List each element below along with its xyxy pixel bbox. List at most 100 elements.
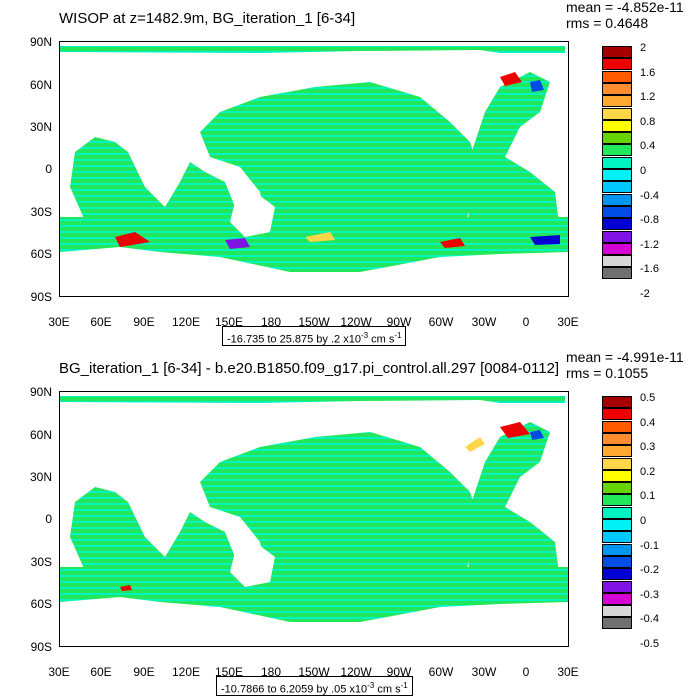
lon-label: 120W [340, 665, 372, 679]
colorbar-swatch [602, 568, 632, 581]
lon-label: 180 [260, 315, 282, 329]
lat-label: 90N [29, 35, 52, 49]
anomaly-hotspot [465, 437, 485, 452]
panel-title: WISOP at z=1482.9m, BG_iteration_1 [6-34… [59, 10, 356, 27]
contour-range-note: -16.735 to 25.875 by .2 x10-3 cm s-1 [222, 326, 407, 346]
lon-label: 30W [471, 315, 497, 329]
colorbar-swatch [602, 230, 632, 243]
lat-label: 60S [30, 247, 52, 261]
lat-label: 60S [30, 597, 52, 611]
australia-landmass [230, 192, 275, 237]
lat-label: 90N [29, 385, 52, 399]
colorbar-swatch [602, 617, 632, 630]
range-unit-exponent: -1 [400, 681, 408, 690]
colorbar-label: 0.4 [640, 140, 656, 153]
anomaly-hotspot [530, 235, 560, 245]
lon-label: 30E [557, 315, 579, 329]
rms-value: rms = 0.4648 [566, 15, 649, 31]
colorbar-label: -0.4 [640, 189, 659, 202]
range-text: -16.735 to 25.875 by .2 x10 [227, 333, 361, 346]
rms-value: rms = 0.1055 [566, 365, 649, 381]
colorbar-swatch [602, 255, 632, 268]
atlantic-ocean [465, 422, 560, 582]
lat-label: 90S [30, 290, 52, 304]
colorbar-swatch [602, 181, 632, 194]
colorbar-swatch [602, 46, 632, 58]
lon-label: 0 [522, 665, 530, 679]
ocean-field-svg [60, 396, 568, 622]
lon-label: 120E [171, 315, 201, 329]
colorbar-swatch [602, 205, 632, 218]
colorbar-label: -2 [640, 288, 650, 300]
colorbar-swatch [602, 494, 632, 507]
colorbar-swatch [602, 420, 632, 433]
range-exponent: -3 [367, 681, 375, 690]
anomaly-hotspot [500, 422, 530, 438]
colorbar-label: 0.8 [640, 115, 656, 128]
lon-label: 60W [428, 665, 454, 679]
colorbar-label: -1.2 [640, 238, 659, 251]
lat-label: 30N [29, 470, 52, 484]
colorbar-swatch [602, 408, 632, 421]
range-text: -10.7866 to 6.2059 by .05 x10 [221, 683, 368, 696]
colorbar-label: 0.3 [640, 441, 656, 454]
colorbar-label: -0.1 [640, 539, 659, 552]
colorbar-swatch [602, 543, 632, 556]
colorbar-swatch [602, 396, 632, 408]
colorbar-swatch [602, 469, 632, 482]
lat-label: 60N [29, 78, 52, 92]
pacific-ocean [200, 82, 480, 232]
lon-label: 150W [298, 665, 330, 679]
lon-label: 90E [133, 315, 155, 329]
range-unit-exponent: -1 [394, 331, 402, 340]
lon-label: 60W [428, 315, 454, 329]
colorbar-swatch [602, 193, 632, 206]
colorbar-swatch [602, 132, 632, 145]
colorbar-label: -0.5 [640, 638, 659, 650]
colorbar-label: 2 [640, 42, 647, 54]
lon-label: 120E [171, 665, 201, 679]
lat-label: 90S [30, 640, 52, 654]
anomaly-hotspot [115, 232, 150, 247]
colorbar-swatch [602, 119, 632, 132]
lon-label: 30W [471, 665, 497, 679]
map-panel-top: WISOP at z=1482.9m, BG_iteration_1 [6-34… [29, 0, 684, 346]
lon-label: 30E [48, 315, 70, 329]
lon-label: 30E [557, 665, 579, 679]
colorbar-label: 0 [640, 165, 647, 177]
southern-ocean [60, 217, 568, 272]
ocean-field-map [59, 41, 569, 297]
indian-ocean [70, 137, 240, 232]
lon-label: 90W [386, 315, 412, 329]
colorbar-label: -0.4 [640, 613, 659, 626]
lat-label: 0 [45, 162, 52, 176]
colorbar-label: -1.6 [640, 263, 659, 276]
colorbar-label: 0.1 [640, 490, 656, 503]
colorbar-label: 1.2 [640, 91, 656, 104]
colorbar-swatch [602, 482, 632, 495]
colorbar-swatch [602, 107, 632, 120]
colorbar-swatch [602, 169, 632, 181]
contour-range-note: -10.7866 to 6.2059 by .05 x10-3 cm s-1 [216, 676, 413, 696]
colorbar-label: -0.8 [640, 214, 659, 227]
lon-label: 150E [214, 315, 244, 329]
colorbar-swatch [602, 605, 632, 618]
colorbar-swatch [602, 144, 632, 157]
colorbar-swatch [602, 519, 632, 531]
southern-ocean [60, 567, 568, 622]
colorbar-swatch [602, 218, 632, 231]
mean-value: mean = -4.991e-11 [566, 349, 684, 365]
colorbar-swatch [602, 457, 632, 470]
lon-label: 180 [260, 665, 282, 679]
anomaly-hotspot [530, 80, 544, 92]
mean-value: mean = -4.852e-11 [566, 0, 684, 15]
colorbar-label: -0.3 [640, 588, 659, 601]
lat-label: 0 [45, 512, 52, 526]
lon-label: 30E [48, 665, 70, 679]
range-unit: cm s [368, 333, 395, 346]
ocean-field-map [59, 391, 569, 647]
pacific-ocean [200, 432, 480, 582]
colorbar-swatch [602, 445, 632, 458]
lon-label: 150W [298, 315, 330, 329]
colorbar-swatch [602, 555, 632, 568]
